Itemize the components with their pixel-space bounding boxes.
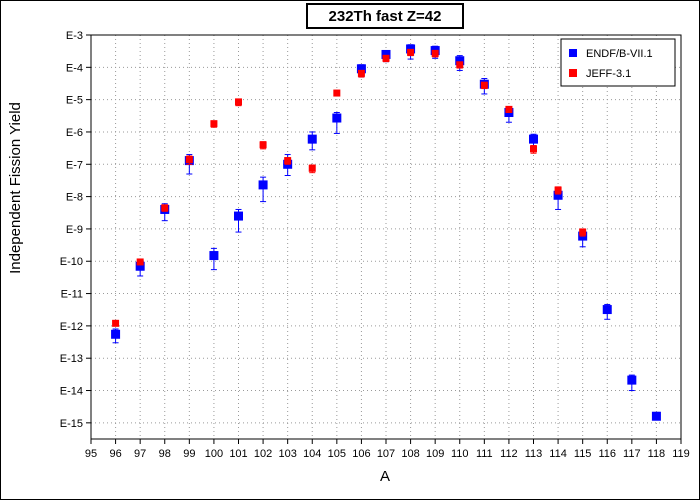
data-point	[258, 180, 268, 190]
x-tick-label: 95	[85, 448, 97, 460]
grid	[91, 35, 681, 439]
data-point	[579, 228, 587, 236]
x-tick-label: 101	[229, 448, 247, 460]
data-point	[185, 156, 193, 164]
x-tick-label: 100	[205, 448, 223, 460]
data-point	[234, 211, 243, 221]
y-tick-label: E-11	[61, 289, 83, 301]
y-tick-label: E-7	[66, 159, 83, 171]
x-tick-label: 117	[623, 448, 641, 460]
x-tick-label: 99	[183, 448, 195, 460]
legend-box	[560, 38, 676, 87]
x-tick-label: 114	[549, 448, 567, 460]
legend-label-endf: ENDF/B-VII.1	[586, 48, 653, 60]
data-point	[381, 49, 391, 59]
y-tick-label: E-15	[60, 418, 83, 430]
data-point	[407, 48, 415, 56]
x-tick-label: 102	[254, 448, 272, 460]
x-tick-label: 103	[278, 448, 296, 460]
y-tick-label: E-6	[66, 127, 83, 139]
data-point	[135, 261, 145, 271]
data-point	[333, 89, 341, 97]
legend-marker-endf	[569, 49, 577, 57]
data-point	[111, 329, 121, 339]
data-point	[553, 190, 563, 200]
data-point	[161, 204, 169, 212]
data-point	[456, 61, 464, 69]
data-point	[602, 305, 612, 315]
x-tick-label: 107	[377, 448, 395, 460]
y-tick-label: E-12	[60, 321, 83, 333]
data-point	[529, 134, 538, 144]
data-point	[235, 98, 242, 106]
data-point	[651, 411, 661, 421]
series-layer	[111, 44, 661, 421]
y-tick-label: E-8	[66, 192, 83, 204]
data-point	[382, 54, 390, 62]
y-tick-label: E-9	[66, 224, 83, 236]
chart-title: 232Th fast Z=42	[329, 8, 442, 25]
y-tick-label: E-5	[66, 95, 83, 107]
y-tick-label: E-10	[60, 256, 83, 268]
y-tick-label: E-4	[66, 62, 83, 74]
x-tick-label: 119	[672, 448, 690, 460]
data-point	[284, 157, 292, 165]
legend-marker-jeff	[569, 69, 577, 77]
x-tick-label: 115	[574, 448, 592, 460]
legend: ENDF/B-VII.1 JEFF-3.1	[560, 38, 676, 87]
data-point	[431, 49, 439, 57]
x-tick-label: 106	[352, 448, 370, 460]
x-tick-label: 105	[328, 448, 346, 460]
x-tick-label: 113	[525, 448, 543, 460]
legend-label-jeff: JEFF-3.1	[586, 68, 631, 80]
x-tick-label: 118	[648, 448, 666, 460]
data-point	[308, 164, 316, 172]
data-point	[209, 251, 219, 261]
data-point	[455, 56, 465, 66]
data-point	[357, 69, 365, 77]
data-point	[332, 113, 342, 123]
x-axis-title: A	[380, 468, 390, 485]
data-point	[259, 141, 267, 149]
data-point	[136, 258, 144, 266]
data-point	[480, 81, 488, 89]
data-point	[505, 105, 513, 113]
y-axis: E-3 E-4 E-5 E-6 E-7 E-8 E-9 E-10 E-11 E-12 E-13 E-1…	[60, 30, 91, 430]
x-tick-label: 116	[598, 448, 616, 460]
x-tick-label: 97	[134, 448, 146, 460]
data-point	[112, 319, 120, 327]
x-tick-label: 104	[303, 448, 321, 460]
x-tick-label: 110	[451, 448, 469, 460]
x-tick-label: 111	[476, 448, 493, 460]
x-tick-label: 112	[500, 448, 518, 460]
y-tick-label: E-13	[60, 353, 83, 365]
data-point	[210, 120, 218, 128]
series-jeff	[112, 48, 587, 327]
y-axis-title: Independent Fission Yield	[7, 102, 24, 274]
chart-title-box: 232Th fast Z=42	[306, 3, 464, 29]
data-point	[530, 145, 537, 153]
y-tick-label: E-3	[66, 30, 83, 42]
data-point	[554, 186, 562, 194]
y-tick-label: E-14	[60, 386, 83, 398]
series-endf	[111, 44, 661, 421]
x-tick-label: 109	[426, 448, 444, 460]
x-tick-label: 96	[109, 448, 121, 460]
data-point	[627, 375, 637, 385]
chart-title-border	[306, 3, 464, 29]
data-point	[356, 64, 366, 74]
x-axis: 95 96 97 98 99 100 101 102 103 104 105 106 107 108 109…	[85, 439, 690, 460]
data-point	[307, 134, 317, 144]
x-tick-label: 108	[401, 448, 419, 460]
x-tick-label: 98	[159, 448, 171, 460]
